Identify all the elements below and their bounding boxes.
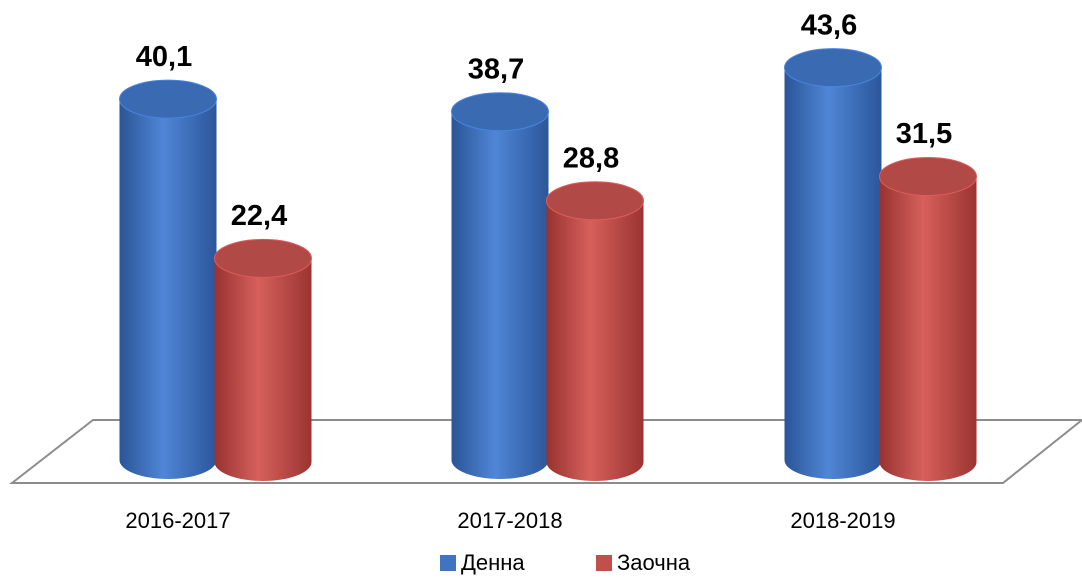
legend-swatch [440,555,456,571]
value-label: 22,4 [231,200,287,232]
value-label: 28,8 [563,142,619,174]
legend-swatch [596,555,612,571]
bar-top [546,181,644,221]
bar [546,200,644,482]
legend-label: Заочна [617,550,691,575]
bar [451,111,549,479]
bar-top [451,92,549,132]
x-tick-label: 2017-2018 [457,508,562,533]
bar [784,67,882,480]
x-tick-label: 2016-2017 [125,508,230,533]
value-label: 38,7 [468,53,524,85]
bar-top [879,157,977,196]
bar [214,258,312,481]
value-label: 43,6 [801,9,857,41]
bar [879,176,977,481]
bar-top [119,79,217,119]
bar-top [784,48,882,88]
value-label: 40,1 [136,41,192,73]
bar [119,99,217,479]
legend-label: Денна [461,550,525,575]
value-label: 31,5 [896,118,952,150]
x-tick-label: 2018-2019 [790,508,895,533]
bar-top [214,238,312,278]
